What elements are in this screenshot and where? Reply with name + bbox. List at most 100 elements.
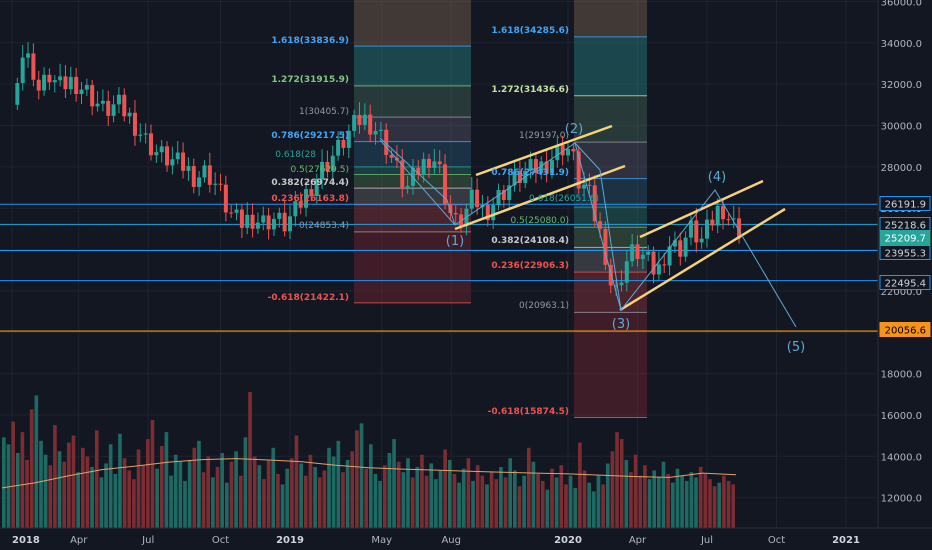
- candle-body: [47, 74, 52, 83]
- candle-body: [352, 114, 357, 131]
- fib-band: [574, 0, 647, 37]
- volume-bar: [684, 480, 689, 528]
- candle-body: [667, 246, 672, 266]
- volume-bar: [345, 459, 350, 528]
- volume-bar: [461, 468, 466, 528]
- candle-body: [336, 139, 341, 156]
- volume-bar: [480, 475, 485, 528]
- candle-body: [507, 185, 512, 200]
- volume-bar: [536, 473, 540, 528]
- volume-bar: [680, 475, 684, 528]
- candle-body: [566, 148, 570, 156]
- volume-bar: [248, 391, 252, 528]
- left-fib-label-0236: 0.236(26163.8): [271, 194, 349, 204]
- volume-bar: [159, 446, 164, 528]
- candle-body: [512, 171, 517, 186]
- volume-bar: [638, 475, 643, 528]
- candle-body: [603, 228, 608, 265]
- candle-body: [277, 212, 282, 219]
- volume-bar: [392, 439, 396, 528]
- price-tags: 26191.9 25218.6 25209.7 23955.3 22495.4 20056…: [879, 196, 931, 337]
- volume-bar: [434, 479, 438, 528]
- volume-bar: [336, 440, 341, 528]
- volume-bar: [438, 470, 443, 528]
- right-fib-label-0236: 0.236(22906.3): [491, 261, 569, 271]
- candle-body: [384, 129, 389, 155]
- volume-bar: [610, 451, 615, 528]
- volume-bar: [234, 451, 238, 528]
- volume-bar: [643, 465, 647, 528]
- volume-bar: [698, 466, 703, 528]
- volume-moving-average: [1, 458, 737, 489]
- candle-body: [496, 190, 501, 206]
- candle-body: [255, 222, 260, 229]
- candle-body: [293, 201, 298, 217]
- candle-body: [159, 146, 164, 153]
- volume-bar: [457, 482, 461, 528]
- fib-band: [574, 36, 647, 96]
- candle-body: [245, 214, 250, 228]
- volume-bar: [578, 442, 582, 528]
- fib-band: [354, 204, 471, 232]
- volume-bar: [11, 421, 15, 528]
- elliott-wave-labels: (1) (2) (3) (4) (5): [446, 122, 805, 355]
- candle-body: [427, 158, 431, 168]
- x-tick-label: May: [371, 535, 392, 546]
- volume-bar: [317, 477, 322, 528]
- y-tick-label: 18000.0: [881, 370, 922, 381]
- volume-bar: [224, 482, 229, 528]
- candle-body: [646, 251, 651, 255]
- volume-bar: [471, 480, 475, 528]
- candle-body: [42, 74, 47, 91]
- candle-body: [143, 133, 148, 135]
- time-axis[interactable]: [0, 527, 932, 550]
- y-tick-label: 32000.0: [881, 80, 922, 91]
- candle-body: [357, 114, 362, 125]
- volume-bar: [568, 475, 573, 528]
- candle-body: [36, 79, 41, 91]
- candle-body: [715, 205, 720, 226]
- candle-body: [640, 254, 645, 259]
- candle-body: [20, 57, 25, 84]
- trend-channels[interactable]: [379, 124, 797, 328]
- volume-bar: [452, 473, 457, 528]
- candle-body: [405, 185, 410, 188]
- volume-bar: [155, 468, 159, 528]
- volume-bar: [308, 454, 313, 528]
- candle-body: [582, 184, 587, 189]
- y-tick-label: 22000.0: [881, 287, 922, 298]
- volume-bar: [573, 487, 578, 528]
- volume-bar: [373, 473, 378, 528]
- volume-bar: [276, 473, 280, 528]
- volume-bar: [410, 477, 415, 528]
- candle-body: [705, 219, 709, 239]
- candle-body: [688, 220, 693, 238]
- volume-bar: [489, 472, 494, 528]
- volume-bar: [485, 484, 489, 528]
- volume-bar: [359, 423, 364, 528]
- candle-body: [122, 94, 127, 117]
- candle-body: [491, 205, 496, 221]
- volume-bar: [517, 486, 522, 528]
- horizontal-levels[interactable]: [0, 203, 878, 332]
- wave-label-2: (2): [565, 122, 583, 137]
- candle-body: [587, 184, 592, 186]
- volume-bar: [146, 439, 150, 528]
- volume-bar: [694, 477, 698, 528]
- candle-body: [501, 190, 506, 200]
- volume-bar: [670, 482, 675, 528]
- volume-bar: [722, 475, 726, 528]
- candle-body: [191, 166, 196, 187]
- candle-body: [485, 205, 490, 221]
- volume-bar: [447, 459, 452, 528]
- volume-bar: [550, 468, 554, 528]
- candle-body: [635, 244, 640, 259]
- right-fib-label-0618: 0.618(26051.6): [529, 194, 599, 204]
- volume-bar: [62, 461, 67, 528]
- volume-bar: [197, 440, 201, 528]
- candle-body: [549, 160, 554, 174]
- price-axis[interactable]: [877, 0, 932, 528]
- fib-band: [574, 142, 647, 179]
- volume-bar: [675, 468, 680, 528]
